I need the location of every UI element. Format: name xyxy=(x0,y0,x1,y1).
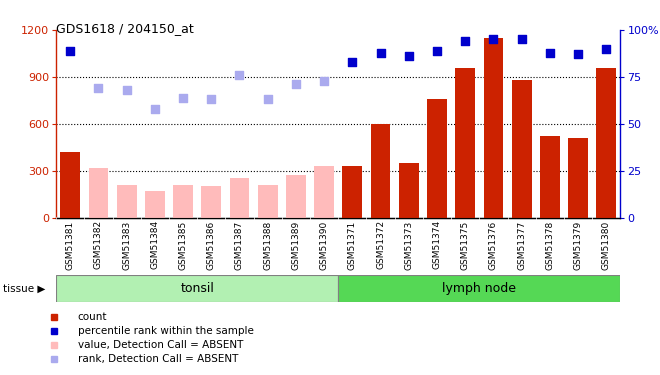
Text: GSM51377: GSM51377 xyxy=(517,220,526,270)
Text: GSM51379: GSM51379 xyxy=(574,220,583,270)
Text: GSM51388: GSM51388 xyxy=(263,220,272,270)
Point xyxy=(516,36,527,42)
Bar xyxy=(145,191,165,217)
Point xyxy=(601,46,612,52)
Bar xyxy=(173,185,193,218)
Bar xyxy=(568,138,588,218)
Point xyxy=(319,78,329,84)
Bar xyxy=(343,166,362,218)
Bar xyxy=(399,163,418,218)
Text: tissue ▶: tissue ▶ xyxy=(3,284,46,293)
Bar xyxy=(88,168,108,217)
Text: lymph node: lymph node xyxy=(442,282,516,295)
Point xyxy=(347,59,358,65)
Bar xyxy=(540,136,560,218)
Bar xyxy=(314,166,334,218)
Point xyxy=(376,50,386,55)
Text: count: count xyxy=(78,312,107,322)
Text: GSM51389: GSM51389 xyxy=(292,220,300,270)
Point xyxy=(121,87,132,93)
Text: GSM51372: GSM51372 xyxy=(376,220,385,269)
Text: rank, Detection Call = ABSENT: rank, Detection Call = ABSENT xyxy=(78,354,238,364)
Point xyxy=(290,81,301,87)
Text: GSM51373: GSM51373 xyxy=(405,220,413,270)
Bar xyxy=(286,176,306,217)
Point xyxy=(206,96,216,102)
Text: GSM51385: GSM51385 xyxy=(179,220,187,270)
Bar xyxy=(56,275,338,302)
Point xyxy=(488,36,499,42)
Text: GSM51382: GSM51382 xyxy=(94,220,103,269)
Point xyxy=(234,72,245,78)
Text: GSM51380: GSM51380 xyxy=(602,220,611,270)
Text: GSM51387: GSM51387 xyxy=(235,220,244,270)
Bar xyxy=(427,99,447,218)
Bar xyxy=(597,68,616,218)
Text: GSM51375: GSM51375 xyxy=(461,220,470,270)
Text: GSM51371: GSM51371 xyxy=(348,220,357,270)
Point xyxy=(403,53,414,59)
Bar xyxy=(258,185,278,218)
Bar xyxy=(455,68,475,218)
Text: tonsil: tonsil xyxy=(180,282,214,295)
Bar xyxy=(338,275,620,302)
Point xyxy=(178,94,188,100)
Bar xyxy=(484,38,504,218)
Text: GDS1618 / 204150_at: GDS1618 / 204150_at xyxy=(56,22,194,36)
Point xyxy=(573,51,583,57)
Point xyxy=(263,96,273,102)
Bar xyxy=(201,186,221,218)
Text: GSM51383: GSM51383 xyxy=(122,220,131,270)
Bar xyxy=(230,178,249,218)
Text: GSM51381: GSM51381 xyxy=(66,220,75,270)
Text: GSM51386: GSM51386 xyxy=(207,220,216,270)
Point xyxy=(544,50,555,55)
Text: GSM51374: GSM51374 xyxy=(432,220,442,269)
Bar xyxy=(60,152,80,217)
Text: GSM51384: GSM51384 xyxy=(150,220,159,269)
Point xyxy=(65,48,75,54)
Text: percentile rank within the sample: percentile rank within the sample xyxy=(78,326,253,336)
Text: GSM51390: GSM51390 xyxy=(319,220,329,270)
Point xyxy=(432,48,442,54)
Bar xyxy=(117,185,137,218)
Bar xyxy=(371,124,391,218)
Text: GSM51376: GSM51376 xyxy=(489,220,498,270)
Text: value, Detection Call = ABSENT: value, Detection Call = ABSENT xyxy=(78,340,243,350)
Bar xyxy=(512,80,531,218)
Point xyxy=(93,85,104,91)
Text: GSM51378: GSM51378 xyxy=(545,220,554,270)
Point xyxy=(150,106,160,112)
Point xyxy=(460,38,471,44)
